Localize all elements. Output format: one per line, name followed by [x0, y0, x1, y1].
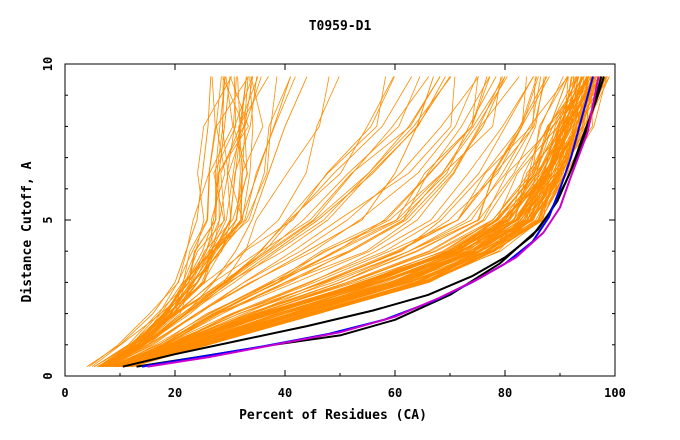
- model-curve: [125, 76, 602, 367]
- series-line-best-model-4: [147, 76, 600, 368]
- model-curve: [97, 76, 278, 367]
- model-curve: [105, 76, 441, 367]
- x-tick-label: 60: [388, 386, 402, 400]
- model-curve: [112, 76, 550, 367]
- series-line-lowest-group-a: [86, 76, 212, 367]
- model-curve: [103, 76, 229, 367]
- x-tick-label: 100: [604, 386, 626, 400]
- model-curve: [102, 76, 430, 367]
- model-curve: [98, 76, 247, 367]
- model-curve: [101, 76, 446, 367]
- model-curve: [106, 76, 456, 367]
- model-curve: [116, 76, 502, 367]
- model-curve: [113, 76, 534, 367]
- model-curve: [101, 76, 395, 367]
- model-curve: [106, 76, 249, 367]
- x-tick-label: 40: [278, 386, 292, 400]
- model-curve: [109, 76, 488, 367]
- model-curve: [89, 76, 216, 367]
- x-axis-label: Percent of Residues (CA): [239, 408, 427, 423]
- background-curves: [86, 76, 610, 368]
- model-curve: [103, 76, 386, 367]
- model-curve: [100, 76, 421, 367]
- model-curve: [94, 76, 224, 367]
- y-axis-ticks: 0 5 10: [41, 57, 615, 380]
- model-curve: [112, 76, 579, 367]
- y-tick-label: 10: [41, 57, 55, 71]
- series-line-mid-group-a: [108, 76, 434, 368]
- model-curve: [127, 76, 596, 367]
- x-tick-label: 0: [61, 386, 68, 400]
- model-curve: [94, 76, 234, 367]
- model-curve: [123, 76, 587, 367]
- model-curve: [108, 76, 480, 367]
- model-curve: [113, 76, 506, 367]
- model-curve: [117, 76, 590, 367]
- model-curve: [115, 76, 539, 367]
- model-curve: [125, 76, 592, 367]
- model-curve: [115, 76, 590, 367]
- model-curve: [110, 76, 491, 367]
- x-tick-label: 80: [498, 386, 512, 400]
- model-curve: [114, 76, 520, 367]
- model-curve: [119, 76, 591, 367]
- highlight-curves: [122, 76, 605, 368]
- y-tick-label: 0: [41, 372, 55, 379]
- model-curve: [110, 76, 479, 367]
- y-tick-label: 5: [41, 216, 55, 223]
- model-curve: [93, 76, 222, 367]
- model-curve: [111, 76, 490, 367]
- model-curve: [115, 76, 569, 367]
- model-curve: [113, 76, 538, 367]
- model-curve: [91, 76, 232, 367]
- chart-title: T0959-D1: [309, 19, 372, 34]
- model-curve: [114, 76, 534, 367]
- series-line-best-model-1: [122, 76, 603, 368]
- y-axis-label: Distance Cutoff, A: [20, 161, 35, 302]
- model-curve: [115, 76, 589, 367]
- model-curve: [116, 76, 545, 367]
- x-tick-label: 20: [168, 386, 182, 400]
- x-axis-ticks: 0 20 40 60 80 100: [61, 64, 626, 400]
- model-curve: [102, 76, 395, 367]
